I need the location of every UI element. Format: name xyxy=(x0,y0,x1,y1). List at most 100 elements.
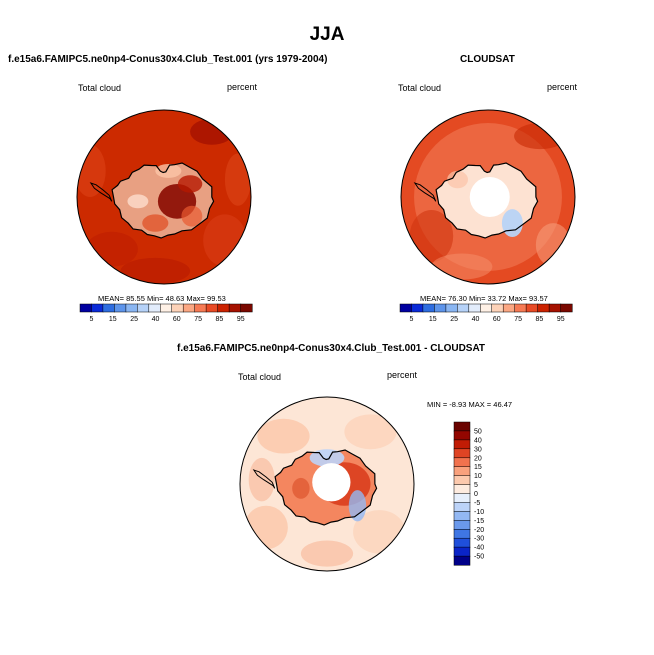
land-patch xyxy=(177,175,203,193)
colorbar-tick-label: 10 xyxy=(474,473,482,480)
colorbar-tick-label: 95 xyxy=(237,316,245,323)
colorbar-cell xyxy=(453,493,471,503)
map-panel-3 xyxy=(239,396,415,572)
land-patch xyxy=(348,490,367,522)
colorbar-tick-label: 5 xyxy=(410,316,414,323)
field-patch xyxy=(190,118,234,145)
panel1-left-label: Total cloud xyxy=(78,83,122,93)
field-patch xyxy=(535,223,571,267)
land-patch xyxy=(292,477,310,499)
colorbar-tick-label: 25 xyxy=(450,316,458,323)
field-patch xyxy=(120,257,191,284)
land-patch xyxy=(181,205,203,227)
colorbar-cell xyxy=(548,303,562,313)
colorbar-tick-label: 5 xyxy=(90,316,94,323)
colorbar-cell xyxy=(453,430,471,441)
colorbar-tick-label: 85 xyxy=(216,316,224,323)
colorbar-cell xyxy=(194,303,207,313)
colorbar-tick-label: 15 xyxy=(474,464,482,471)
colorbar-cell xyxy=(114,303,127,313)
colorbar-cell xyxy=(205,303,219,313)
panel1-stats: MEAN= 85.55 Min= 48.63 Max= 99.53 xyxy=(98,294,226,303)
field-patch xyxy=(344,414,397,450)
panel3-stats: MIN = -8.93 MAX = 46.47 xyxy=(427,400,513,409)
colorbar-cell xyxy=(102,303,115,313)
map-border xyxy=(76,109,252,285)
colorbar-cell xyxy=(399,303,413,313)
colorbar-cell xyxy=(453,484,471,495)
peninsula-coastline xyxy=(89,182,113,202)
field-patch xyxy=(257,418,310,454)
missing-data-hole xyxy=(469,176,510,218)
colorbar-cell xyxy=(453,520,471,530)
colorbar-cell xyxy=(434,303,447,313)
colorbar-tick-label: 60 xyxy=(493,316,501,323)
colorbar-cell xyxy=(514,303,527,313)
colorbar-cell xyxy=(525,303,539,313)
colorbar-tick-label: -40 xyxy=(474,545,484,552)
colorbar-cell xyxy=(160,303,173,313)
colorbar-tick-label: 75 xyxy=(194,316,202,323)
field-patch xyxy=(409,210,454,263)
colorbar-cell xyxy=(137,303,150,313)
map-border xyxy=(400,109,576,285)
colorbar-cell xyxy=(457,303,470,313)
colorbar-tick-label: 95 xyxy=(557,316,565,323)
panel3-right-label: percent xyxy=(387,370,418,380)
colorbar-cell xyxy=(171,303,184,313)
field-patch xyxy=(300,540,354,567)
panel2-title: CLOUDSAT xyxy=(460,54,515,65)
colorbar-tick-label: -5 xyxy=(474,500,480,507)
colorbar-cell xyxy=(228,303,242,313)
colorbar-cell xyxy=(502,303,516,313)
panel1-title: f.e15a6.FAMIPC5.ne0np4-Conus30x4.Club_Te… xyxy=(8,54,328,65)
map-panel-1 xyxy=(76,109,252,285)
colorbar-cell xyxy=(453,439,471,450)
map-panel-2 xyxy=(400,109,576,285)
colorbar-tick-label: -20 xyxy=(474,527,484,534)
colorbar-cell xyxy=(453,546,471,557)
colorbar-tick-label: 40 xyxy=(472,316,480,323)
colorbar-tick-label: 5 xyxy=(474,482,478,489)
colorbar-tick-label: 85 xyxy=(536,316,544,323)
colorbar-tick-label: 15 xyxy=(429,316,437,323)
colorbar-cell xyxy=(422,303,435,313)
panel2-right-label: percent xyxy=(547,82,578,92)
colorbar-tick-label: -15 xyxy=(474,518,484,525)
colorbar-tick-label: 25 xyxy=(130,316,138,323)
colorbar-tick-label: -50 xyxy=(474,554,484,561)
colorbar-cell xyxy=(79,303,93,313)
land-patch xyxy=(447,170,468,189)
land-patch xyxy=(127,194,149,209)
land-patch xyxy=(142,214,169,232)
colorbar-cell xyxy=(125,303,138,313)
colorbar-tick-label: 50 xyxy=(474,428,482,435)
colorbar-tick-label: 75 xyxy=(514,316,522,323)
field-patch xyxy=(431,253,493,280)
colorbar-cell xyxy=(240,303,253,313)
colorbar-tick-label: 15 xyxy=(109,316,117,323)
colorbar-cell xyxy=(453,555,471,566)
colorbar-cell xyxy=(480,303,493,313)
panel3-left-label: Total cloud xyxy=(238,372,282,382)
colorbar-cell xyxy=(453,421,471,432)
colorbar-cell xyxy=(453,475,471,486)
colorbar-tick-label: 40 xyxy=(152,316,160,323)
coastline xyxy=(435,162,539,239)
colorbar-tick-label: 0 xyxy=(474,491,478,498)
colorbar-cell xyxy=(217,303,230,313)
colorbar-cell xyxy=(491,303,504,313)
colorbar-cell xyxy=(411,303,424,313)
colorbar-cell xyxy=(91,303,104,313)
peninsula-coastline xyxy=(413,182,437,202)
field-patch xyxy=(85,231,138,267)
colorbar-cell xyxy=(453,511,471,521)
colorbar-tick-label: 40 xyxy=(474,437,482,444)
main-title: JJA xyxy=(309,24,345,45)
coastline xyxy=(274,449,378,526)
colorbar-cell xyxy=(453,529,471,539)
missing-data-hole xyxy=(312,463,351,502)
panel2-colorbar: 5 15 25 40 60 75 85 95 xyxy=(399,303,573,323)
colorbar-cell xyxy=(453,502,471,512)
